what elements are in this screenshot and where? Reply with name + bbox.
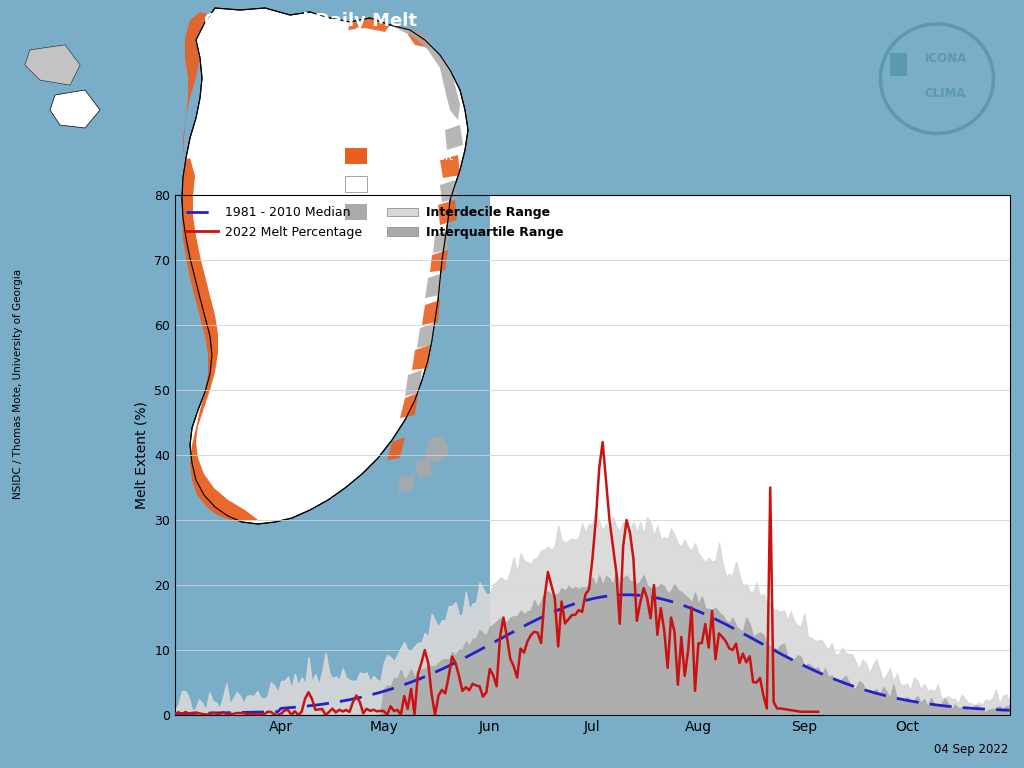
Polygon shape — [406, 370, 422, 396]
Text: Missing: Missing — [373, 206, 420, 219]
Polygon shape — [440, 155, 460, 178]
Polygon shape — [430, 250, 449, 272]
Polygon shape — [387, 437, 406, 460]
Polygon shape — [425, 273, 443, 298]
Bar — [345, 176, 367, 192]
Polygon shape — [398, 474, 415, 492]
Polygon shape — [422, 300, 440, 325]
Polygon shape — [400, 393, 418, 418]
Text: Surface melt: Surface melt — [373, 150, 454, 163]
Bar — [345, 204, 367, 220]
Polygon shape — [25, 45, 80, 85]
Legend: 1981 - 2010 Median, 2022 Melt Percentage, Interdecile Range, Interquartile Range: 1981 - 2010 Median, 2022 Melt Percentage… — [181, 201, 568, 243]
Text: 04 Sep 2022: 04 Sep 2022 — [934, 743, 1009, 756]
Polygon shape — [408, 28, 430, 48]
Text: ICONA: ICONA — [925, 52, 967, 65]
Polygon shape — [425, 435, 450, 462]
Y-axis label: Melt Extent (%): Melt Extent (%) — [135, 401, 148, 509]
Text: No melt: No melt — [373, 177, 422, 190]
Polygon shape — [440, 180, 458, 202]
Polygon shape — [445, 125, 463, 150]
Bar — [345, 148, 367, 164]
Text: NSIDC / Thomas Mote, University of Georgia: NSIDC / Thomas Mote, University of Georg… — [13, 269, 23, 499]
Bar — [489, 195, 1013, 715]
Polygon shape — [50, 90, 100, 128]
Text: Greenland Daily Melt: Greenland Daily Melt — [204, 12, 417, 30]
Polygon shape — [417, 323, 435, 348]
Polygon shape — [438, 200, 457, 225]
Text: Sep 4: Sep 4 — [282, 38, 339, 56]
Polygon shape — [390, 25, 460, 120]
Polygon shape — [433, 230, 450, 253]
Polygon shape — [348, 18, 390, 32]
Bar — [890, 52, 907, 76]
Text: CLIMA: CLIMA — [925, 87, 967, 100]
Text: 2022: 2022 — [285, 62, 335, 80]
Polygon shape — [183, 12, 210, 158]
Polygon shape — [182, 158, 258, 520]
Polygon shape — [415, 458, 432, 478]
Polygon shape — [182, 8, 468, 524]
Polygon shape — [412, 345, 430, 370]
Polygon shape — [25, 45, 80, 85]
